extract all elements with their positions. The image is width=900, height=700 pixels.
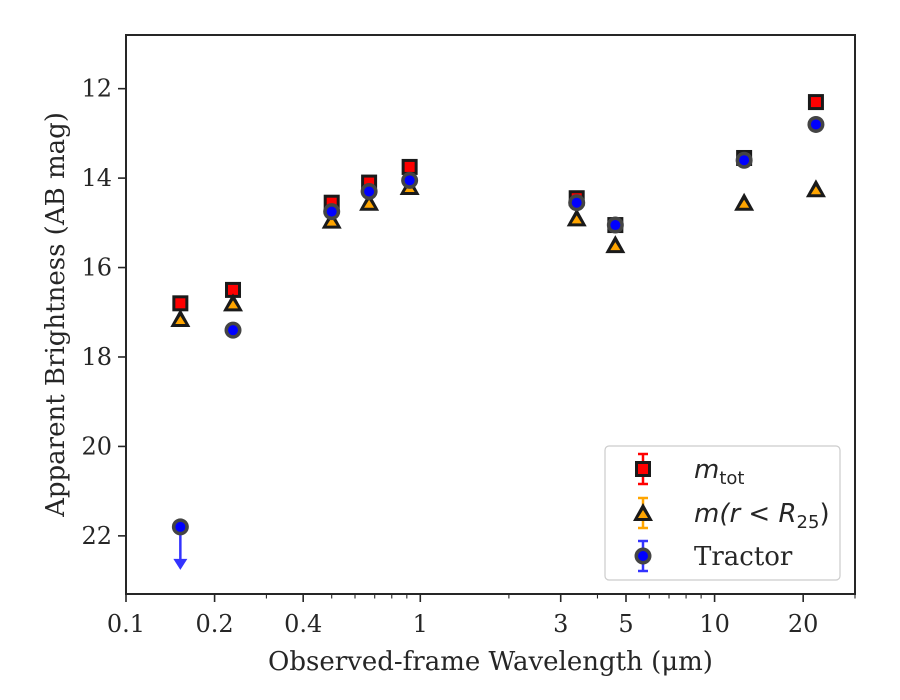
data-point-square [172, 295, 189, 312]
data-point-triangle [734, 192, 755, 211]
x-tick-label: 20 [788, 610, 819, 638]
legend-marker-triangle [633, 503, 653, 521]
upper-limit-arrow [173, 558, 188, 570]
data-point-circle [224, 321, 242, 339]
x-tick-label: 0.1 [107, 610, 145, 638]
y-tick-label: 22 [81, 522, 112, 550]
x-tick-label: 3 [553, 610, 568, 638]
legend-entry: m(r < R25) [633, 496, 830, 533]
data-point-triangle [223, 293, 244, 312]
y-tick-label: 18 [81, 343, 112, 371]
data-point-circle [568, 194, 586, 212]
plot-marks [170, 94, 826, 570]
legend-entry: Tractor [634, 539, 793, 573]
legend-box [604, 445, 841, 581]
data-point-triangle [805, 179, 826, 198]
legend-marker-circle [634, 547, 652, 565]
data-point-square [225, 281, 242, 298]
legend-label: Tractor [694, 542, 793, 572]
series-square [172, 94, 824, 312]
x-tick-label: 0.2 [196, 610, 234, 638]
x-tick-label: 5 [618, 610, 633, 638]
series-triangle [170, 177, 826, 327]
legend-entry: mtot [635, 452, 744, 489]
y-tick-label: 20 [81, 432, 112, 460]
y-tick-label: 14 [81, 164, 112, 192]
x-axis: 0.1 0.2 0.4 1 3 5 10 20 [107, 594, 856, 638]
x-axis-label: Observed-frame Wavelength (μm) [268, 647, 713, 677]
data-point-circle [171, 518, 189, 536]
legend-marker-square [635, 461, 651, 477]
data-point-circle [735, 151, 753, 169]
y-axis-label: Apparent Brightness (AB mag) [41, 112, 71, 518]
data-point-square [401, 158, 418, 175]
x-tick-label: 0.4 [284, 610, 322, 638]
legend-label: m(r < R25) [694, 499, 830, 533]
data-point-square [807, 94, 824, 111]
data-point-triangle [566, 208, 587, 227]
data-point-circle [807, 115, 825, 133]
data-point-circle [401, 171, 419, 189]
y-tick-label: 16 [81, 254, 112, 282]
x-tick-label: 1 [413, 610, 428, 638]
data-point-circle [606, 216, 624, 234]
series-circle [171, 115, 825, 570]
legend: mtot m(r < R25) Tractor [604, 445, 841, 581]
y-axis: 12 14 16 18 20 22 [81, 75, 126, 550]
data-point-triangle [359, 192, 380, 211]
data-point-triangle [605, 235, 626, 254]
y-tick-label: 12 [81, 75, 112, 103]
plot-frame [125, 34, 856, 595]
data-point-triangle [170, 308, 191, 327]
data-point-circle [360, 183, 378, 201]
x-tick-label: 10 [699, 610, 730, 638]
data-point-circle [323, 203, 341, 221]
legend-label: mtot [694, 455, 744, 489]
